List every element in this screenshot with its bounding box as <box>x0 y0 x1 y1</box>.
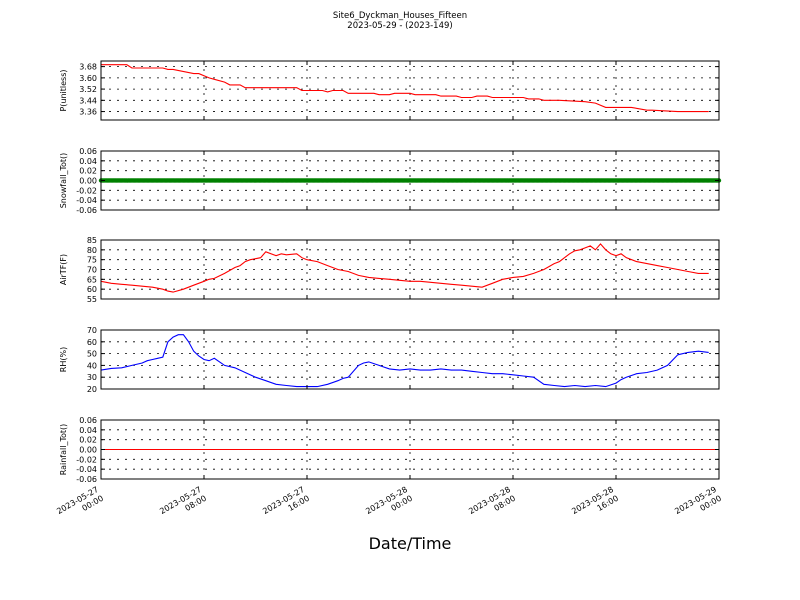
ytick-label: 50 <box>87 350 97 359</box>
xtick-label: 2023-05-2700:00 <box>55 485 105 525</box>
y-axis-label: Rainfall_Tot() <box>59 424 68 476</box>
ytick-label: 20 <box>87 385 97 394</box>
ytick-label: 0.06 <box>79 416 97 425</box>
ytick-label: 3.36 <box>79 108 97 117</box>
series-line-4 <box>100 334 709 388</box>
x-axis-label: Date/Time <box>368 534 452 553</box>
figure-subtitle: 2023-05-29 - (2023-149) <box>347 21 453 31</box>
xtick-label: 2023-05-2716:00 <box>261 485 311 525</box>
xtick-label: 2023-05-2708:00 <box>158 485 208 525</box>
ytick-label: 0.04 <box>79 426 97 435</box>
xtick-label: 2023-05-2816:00 <box>570 485 620 525</box>
ytick-label: -0.02 <box>76 455 97 464</box>
ytick-label: 70 <box>87 266 97 275</box>
ytick-label: -0.04 <box>76 465 97 474</box>
xtick-label: 2023-05-2800:00 <box>364 485 414 525</box>
ytick-label: 60 <box>87 285 97 294</box>
panel-4: 70 60 50 40 30 20 RH(%) <box>59 326 720 394</box>
ytick-label: 55 <box>87 295 97 304</box>
ytick-label: 40 <box>87 361 97 370</box>
y-axis-label: P(unitless) <box>59 69 68 111</box>
series-line-1 <box>101 64 709 113</box>
ytick-label: 75 <box>87 256 97 265</box>
ytick-label: 30 <box>87 373 97 382</box>
ytick-label: 60 <box>87 338 97 347</box>
ytick-label: -0.06 <box>76 475 97 484</box>
ytick-label: 0.06 <box>79 147 97 156</box>
ytick-label: 70 <box>87 326 97 335</box>
ytick-label: 80 <box>87 246 97 255</box>
panel-5: 0.060.040.020.00-0.02-0.04-0.06 Rainfall_… <box>59 416 720 484</box>
ytick-label: 65 <box>87 275 97 284</box>
ytick-label: 0.02 <box>79 167 97 176</box>
ytick-label: 3.52 <box>79 85 97 94</box>
ytick-label: 85 <box>87 236 97 245</box>
ytick-label: 0.02 <box>79 436 97 445</box>
figure-title: Site6_Dyckman_Houses_Fifteen <box>332 11 468 21</box>
xtick-label: 2023-05-2808:00 <box>467 485 517 525</box>
panel-2: 0.060.040.020.00-0.02-0.04-0.06 Snowfall_… <box>59 147 722 215</box>
ytick-label: -0.06 <box>76 206 97 215</box>
y-axis-label: Snowfall_Tot() <box>59 153 68 209</box>
ytick-label: 3.60 <box>79 74 97 83</box>
panel-1: 3.68 3.60 3.52 3.44 3.36 P(unitless) <box>59 60 720 121</box>
ytick-label: -0.02 <box>76 186 97 195</box>
ytick-label: -0.04 <box>76 196 97 205</box>
xtick-label: 2023-05-2900:00 <box>673 485 723 525</box>
ytick-label: 0.04 <box>79 157 97 166</box>
series-line-3 <box>100 243 709 293</box>
y-axis-label: RH(%) <box>59 347 68 372</box>
ytick-label: 3.44 <box>79 96 97 105</box>
ytick-label: 3.68 <box>79 63 97 72</box>
ytick-label: 0.00 <box>79 446 97 455</box>
y-axis-label: AirTF(F) <box>59 254 68 285</box>
ytick-label: 0.00 <box>79 177 97 186</box>
